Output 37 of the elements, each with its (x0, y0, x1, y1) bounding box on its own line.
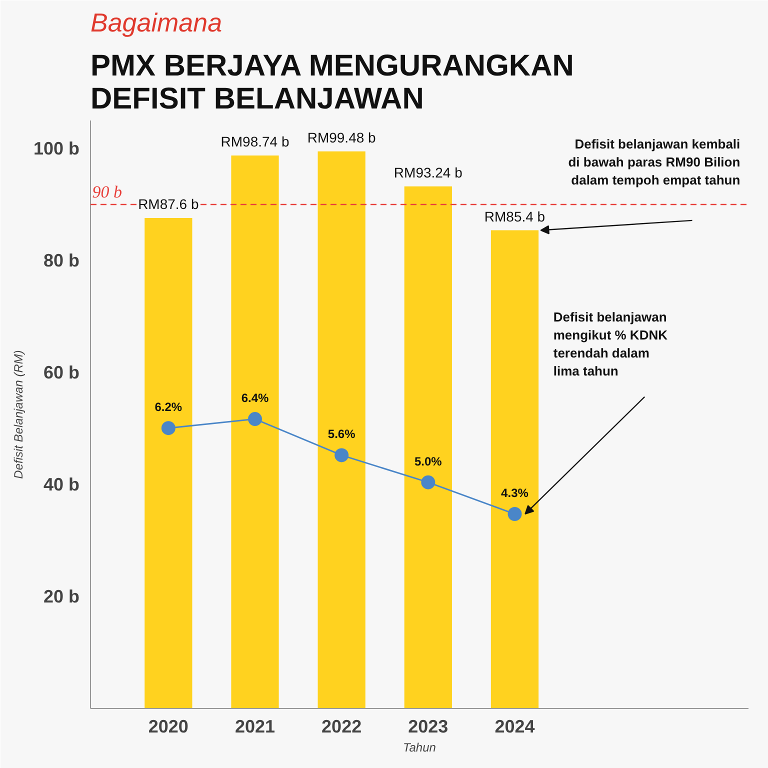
data-label: RM85.4 b (484, 208, 546, 224)
bar (490, 230, 539, 708)
bar (404, 186, 452, 708)
data-label: 4.3% (501, 486, 529, 500)
point (248, 412, 262, 426)
data-label: RM93.24 b (394, 164, 463, 180)
bar (318, 151, 366, 708)
x-tick-label: 2023 (408, 716, 448, 736)
y-tick-label: 60 b (43, 362, 80, 382)
x-tick-label: 2020 (148, 716, 188, 736)
data-label: 6.4% (241, 391, 270, 406)
y-tick-label: 100 b (33, 138, 80, 158)
ref-line-label: 90 b (92, 182, 122, 202)
data-label: RM87.6 b (138, 196, 199, 212)
x-axis-title: Tahun (403, 740, 436, 754)
bar (144, 218, 192, 708)
y-tick-label: 20 b (43, 586, 80, 606)
annotation: Defisit belanjawan mengikut % KDNK terendah dalam lima tahun (553, 309, 668, 378)
point (508, 507, 522, 521)
point (161, 421, 176, 436)
x-tick-label: 2022 (322, 716, 362, 736)
data-label: RM99.48 b (307, 129, 376, 146)
point (334, 448, 349, 462)
y-tick-label: 80 b (43, 250, 80, 270)
data-label: 6.2% (154, 400, 182, 414)
y-axis-title: Defisit Belanjawan (RM) (11, 350, 26, 479)
data-label: RM98.74 b (220, 134, 290, 150)
chart-title: PMX BERJAYA MENGURANGKAN DEFISIT BELANJAWAN (90, 50, 574, 116)
data-label: 5.6% (328, 427, 356, 442)
point (421, 475, 436, 490)
data-label: 5.0% (414, 454, 442, 468)
text: Defisit belanjawan kembali di bawah paras RM90 Bilion dalam tempoh empat tahun (568, 136, 740, 188)
x-tick-label: 2021 (234, 716, 276, 736)
chart-subtitle: Bagaimana (90, 8, 222, 38)
x-tick-label: 2024 (494, 716, 535, 736)
y-tick-label: 40 b (43, 474, 80, 494)
bar (231, 156, 279, 708)
